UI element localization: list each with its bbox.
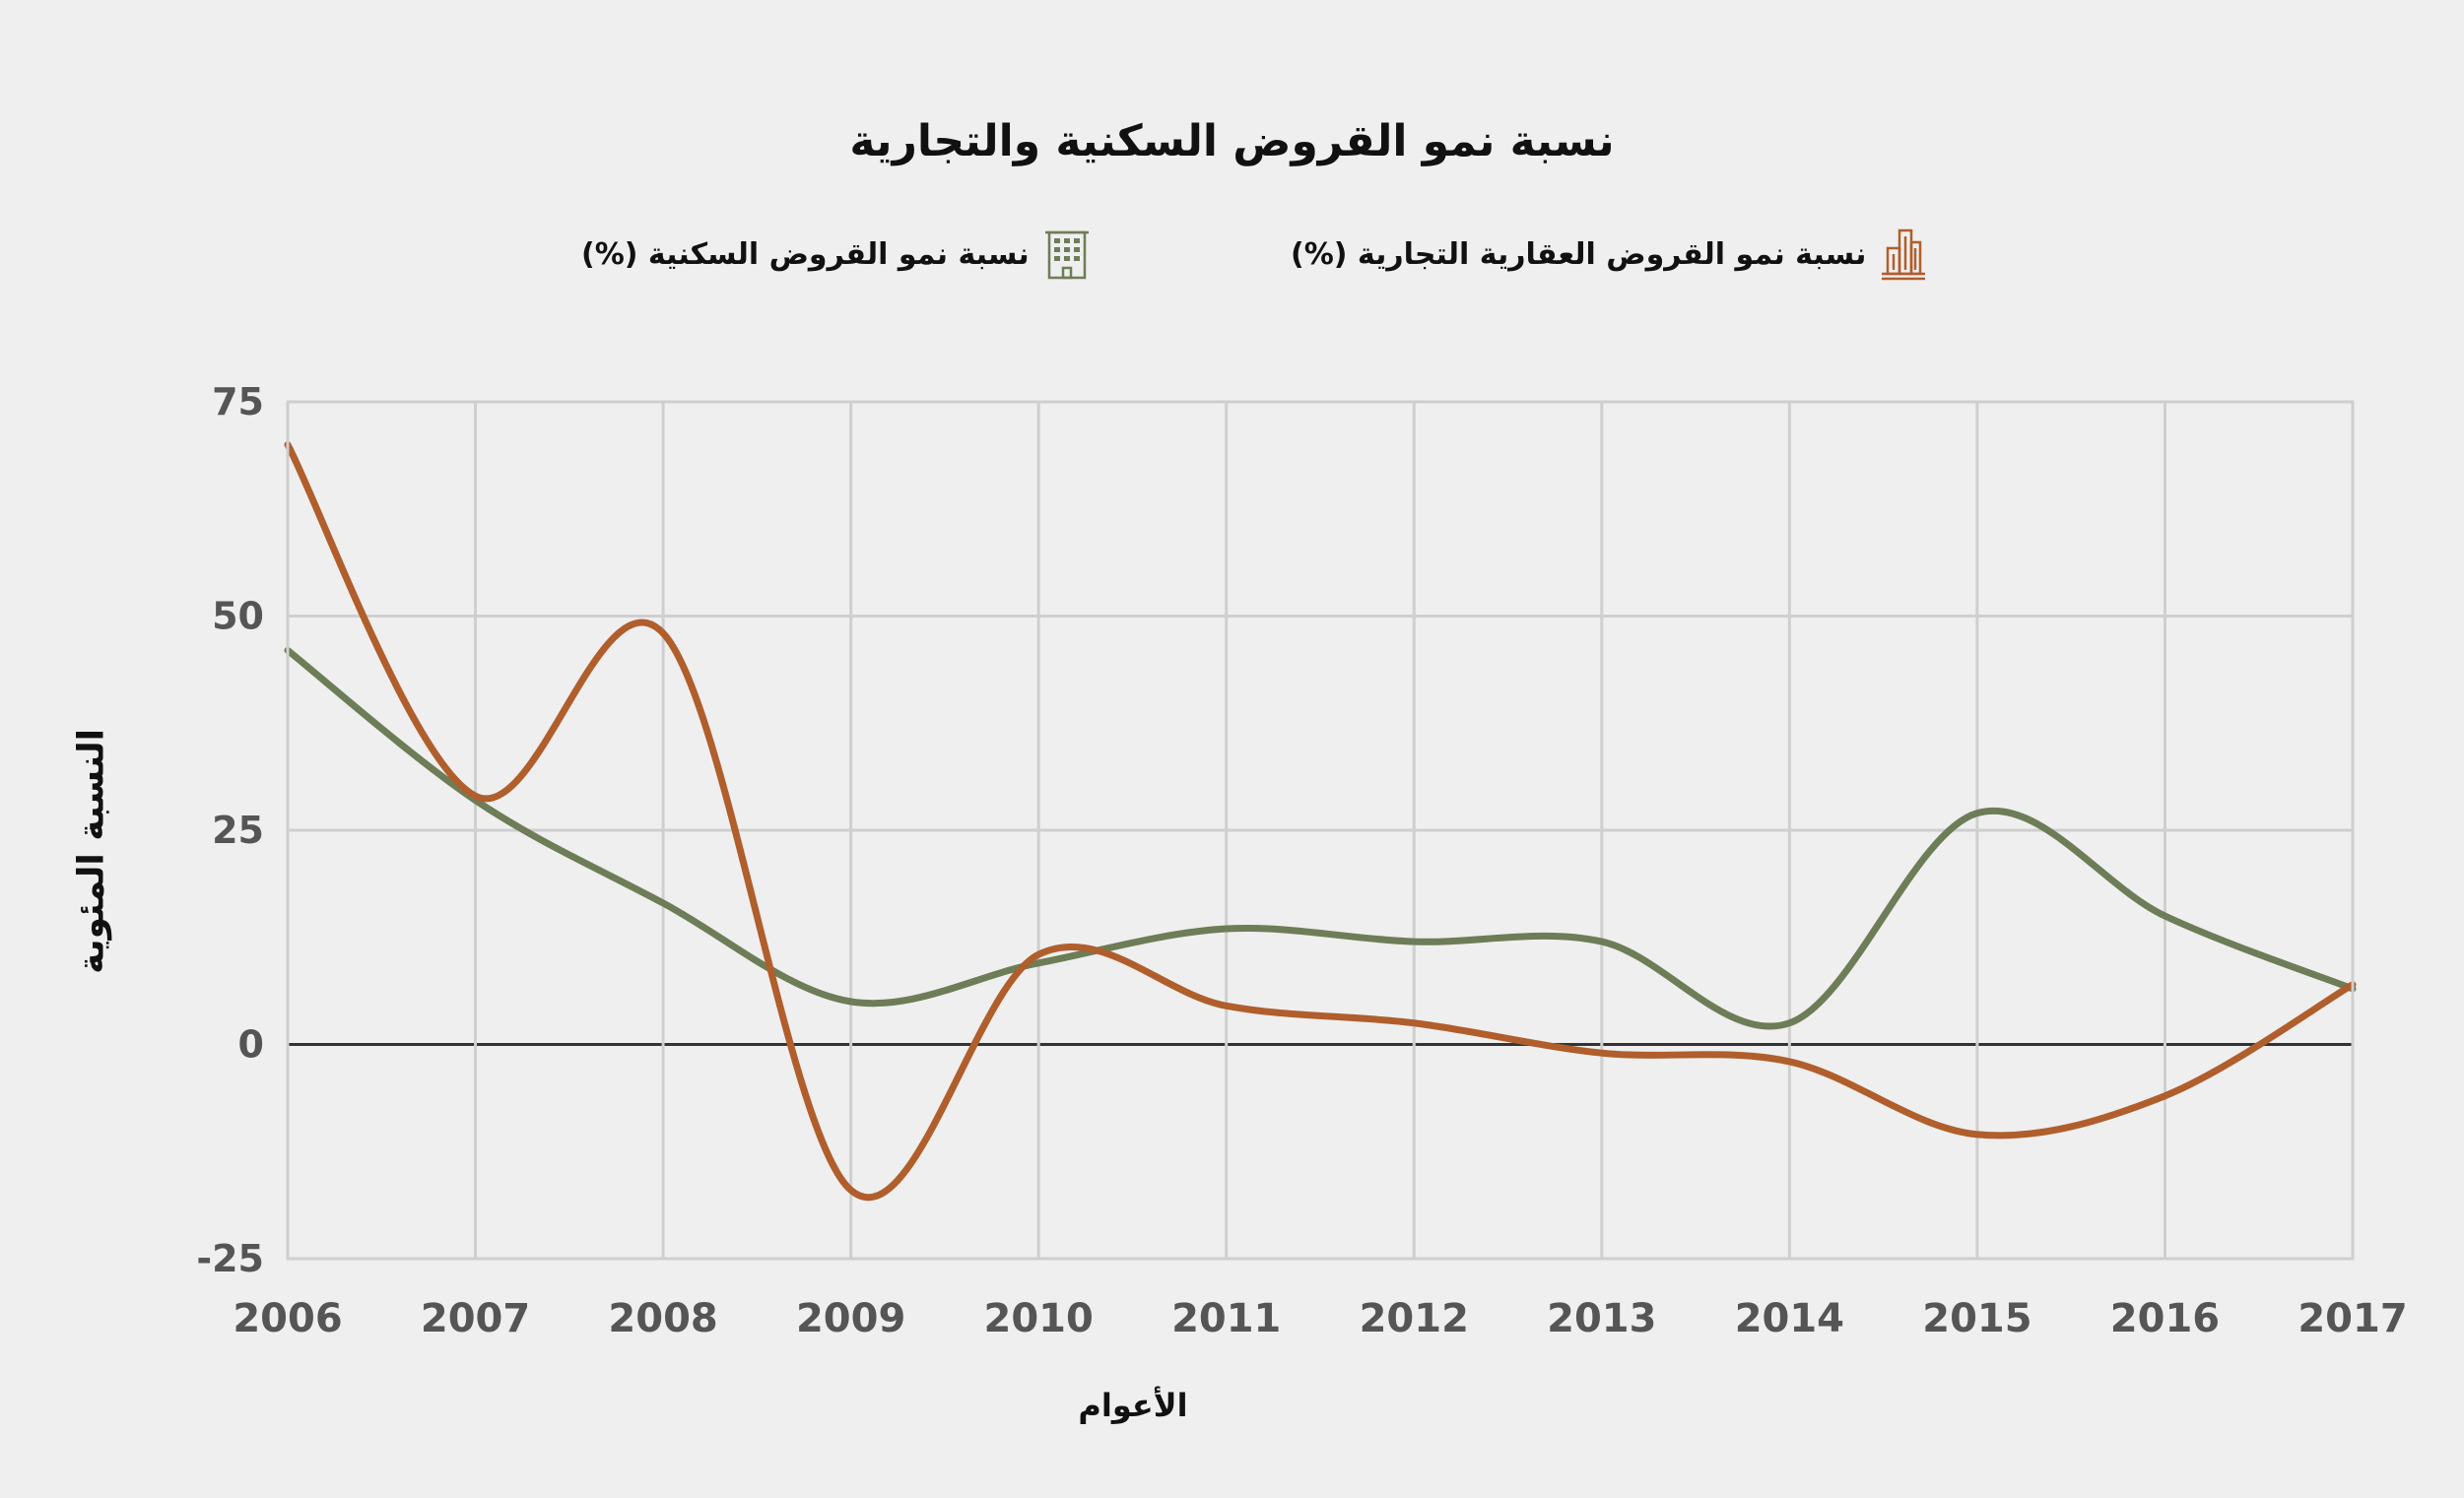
series-line-commercial bbox=[284, 441, 2357, 1202]
y-tick-label: 50 bbox=[212, 595, 264, 638]
x-tick-label: 2014 bbox=[1735, 1296, 1844, 1341]
series-line-residential bbox=[284, 646, 2357, 1030]
x-tick-label: 2006 bbox=[233, 1296, 342, 1341]
y-tick-label: -25 bbox=[196, 1237, 264, 1280]
x-tick-label: 2017 bbox=[2298, 1296, 2407, 1341]
y-tick-label: 75 bbox=[212, 380, 264, 423]
y-tick-label: 25 bbox=[212, 809, 264, 852]
x-tick-label: 2008 bbox=[608, 1296, 717, 1341]
x-tick-label: 2016 bbox=[2110, 1296, 2220, 1341]
skyscraper-icon bbox=[1882, 228, 1926, 281]
x-tick-label: 2009 bbox=[796, 1296, 905, 1341]
legend-item-residential: نسبة نمو القروض السكنية (%) bbox=[581, 225, 1093, 284]
x-tick-label: 2010 bbox=[984, 1296, 1094, 1341]
y-tick-label: 0 bbox=[238, 1023, 264, 1067]
x-tick-label: 2012 bbox=[1360, 1296, 1469, 1341]
x-tick-label: 2007 bbox=[421, 1296, 530, 1341]
chart-title: نسبة نمو القروض السكنية والتجارية bbox=[849, 116, 1615, 166]
x-tick-label: 2013 bbox=[1547, 1296, 1656, 1341]
legend-item-commercial: نسبة نمو القروض العقارية التجارية (%) bbox=[1291, 225, 1929, 284]
legend-label-commercial: نسبة نمو القروض العقارية التجارية (%) bbox=[1291, 236, 1867, 272]
plot-border bbox=[286, 400, 2355, 1261]
x-tick-label: 2015 bbox=[1922, 1296, 2031, 1341]
x-tick-label: 2011 bbox=[1171, 1296, 1281, 1341]
apartment-building-icon bbox=[1044, 230, 1089, 280]
legend-label-residential: نسبة نمو القروض السكنية (%) bbox=[581, 236, 1030, 272]
x-axis-label: الأعوام bbox=[1078, 1387, 1188, 1424]
